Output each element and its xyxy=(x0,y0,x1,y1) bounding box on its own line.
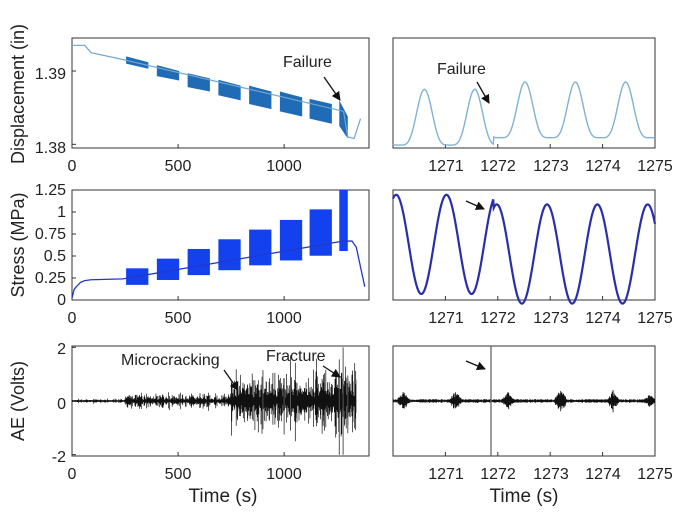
x-tick-label: 1272 xyxy=(480,310,516,327)
y-tick-label: 1.38 xyxy=(35,140,66,157)
x-tick-label: 0 xyxy=(68,466,77,483)
x-tick-label: 1274 xyxy=(585,310,621,327)
axes-frame xyxy=(71,37,370,149)
x-axis-label: Time (s) xyxy=(490,486,559,507)
y-axis-label: Displacement (in) xyxy=(8,24,28,164)
displacement-zoom-series xyxy=(392,81,656,148)
y-tick-label: -2 xyxy=(52,449,66,466)
displacement-block xyxy=(156,65,180,81)
x-tick-label: 1271 xyxy=(428,466,464,483)
x-tick-label: 0 xyxy=(68,310,77,327)
x-tick-labels: 0 500 1000 xyxy=(68,158,302,175)
stress-bar xyxy=(249,229,272,266)
failure-annotation: Failure xyxy=(437,61,486,78)
x-tick-label: 1000 xyxy=(266,466,302,483)
x-tick-labels: 1271 1272 1273 1274 1275 xyxy=(428,466,673,483)
stress-series xyxy=(71,189,366,301)
failure-arrow xyxy=(323,76,341,101)
x-tick-label: 1000 xyxy=(266,158,302,175)
stress-bar xyxy=(279,219,303,261)
x-tick-label: 500 xyxy=(165,466,192,483)
x-tick-label: 1275 xyxy=(637,466,673,483)
stress-bar xyxy=(187,248,210,276)
y-tick-label: 0 xyxy=(57,292,66,309)
y-tick-labels: 1.39 1.38 xyxy=(35,66,66,157)
displacement-line xyxy=(72,44,362,140)
failure-annotation: Failure xyxy=(283,54,332,71)
failure-arrow xyxy=(465,200,485,210)
stress-bar xyxy=(156,258,180,280)
y-tick-label: 1 xyxy=(57,204,66,221)
displacement-block xyxy=(279,91,303,117)
x-tick-labels: 1271 1272 1273 1274 1275 xyxy=(428,158,673,175)
y-axis-label: Stress (MPa) xyxy=(8,192,28,297)
x-tick-labels: 0 500 1000 xyxy=(68,466,302,483)
fracture-annotation: Fracture xyxy=(266,348,326,365)
displacement-block xyxy=(309,98,332,124)
x-tick-labels: 0 500 1000 xyxy=(68,310,302,327)
panel-displacement: 1.39 1.38 0 500 1000 Displacement (in) F… xyxy=(8,24,370,175)
y-tick-labels: 0 0.25 0.5 0.75 1 1.25 xyxy=(35,182,66,309)
x-tick-label: 1271 xyxy=(428,158,464,175)
x-tick-label: 1275 xyxy=(637,310,673,327)
x-tick-label: 1271 xyxy=(428,310,464,327)
x-tick-label: 1273 xyxy=(533,310,569,327)
ae-failure-arrow xyxy=(465,360,486,371)
panel-stress-zoom: 1271 1272 1273 1274 1275 xyxy=(391,189,673,327)
x-tick-label: 500 xyxy=(165,158,192,175)
y-tick-label: 0.75 xyxy=(35,226,66,243)
y-tick-label: 0.25 xyxy=(35,270,66,287)
stress-bar xyxy=(339,190,348,252)
panel-displacement-zoom: 1271 1272 1273 1274 1275 Failure xyxy=(392,37,673,175)
x-tick-label: 1000 xyxy=(266,310,302,327)
y-tick-label: 2 xyxy=(57,341,66,358)
x-tick-label: 1273 xyxy=(533,158,569,175)
fracture-arrow xyxy=(322,365,341,378)
displacement-block xyxy=(187,73,210,92)
x-tick-label: 1273 xyxy=(533,466,569,483)
stress-bar xyxy=(218,239,241,271)
stress-line xyxy=(71,240,366,299)
y-tick-label: 0.5 xyxy=(44,248,66,265)
displacement-zoom-line xyxy=(392,81,656,146)
x-tick-label: 1275 xyxy=(637,158,673,175)
y-tick-label: 1.25 xyxy=(35,182,66,199)
x-tick-label: 1274 xyxy=(585,466,621,483)
displacement-block xyxy=(339,100,348,139)
x-tick-label: 500 xyxy=(165,310,192,327)
y-axis-label: AE (Volts) xyxy=(8,361,28,441)
y-tick-label: 1.39 xyxy=(35,66,66,83)
failure-arrow xyxy=(476,81,490,104)
stress-zoom-line xyxy=(391,193,657,305)
panel-acoustic-emission: 2 0 -2 0 500 1000 AE (Volts) Time (s) Mi… xyxy=(8,341,370,507)
x-tick-labels: 1271 1272 1273 1274 1275 xyxy=(428,310,673,327)
y-tick-label: 0 xyxy=(57,396,66,413)
axes-frame xyxy=(71,189,370,301)
displacement-series xyxy=(71,44,362,148)
x-tick-label: 1272 xyxy=(480,466,516,483)
stress-zoom-series xyxy=(391,193,657,305)
displacement-block xyxy=(249,85,272,110)
x-tick-label: 1274 xyxy=(585,158,621,175)
stress-bar xyxy=(309,209,332,256)
y-tick-labels: 2 0 -2 xyxy=(52,341,66,466)
x-tick-label: 0 xyxy=(68,158,77,175)
axes-frame xyxy=(392,37,656,149)
ae-noise-trace xyxy=(71,358,357,442)
panel-acoustic-emission-zoom: 1271 1272 1273 1274 1275 Time (s) xyxy=(392,345,673,507)
microcracking-arrow xyxy=(223,369,239,391)
ae-zoom-series xyxy=(392,346,656,456)
displacement-block xyxy=(218,79,241,101)
microcracking-annotation: Microcracking xyxy=(121,352,220,369)
panel-stress: 0 0.25 0.5 0.75 1 1.25 0 500 1000 Stress… xyxy=(8,182,370,327)
x-tick-label: 1272 xyxy=(480,158,516,175)
x-axis-label: Time (s) xyxy=(189,486,258,507)
